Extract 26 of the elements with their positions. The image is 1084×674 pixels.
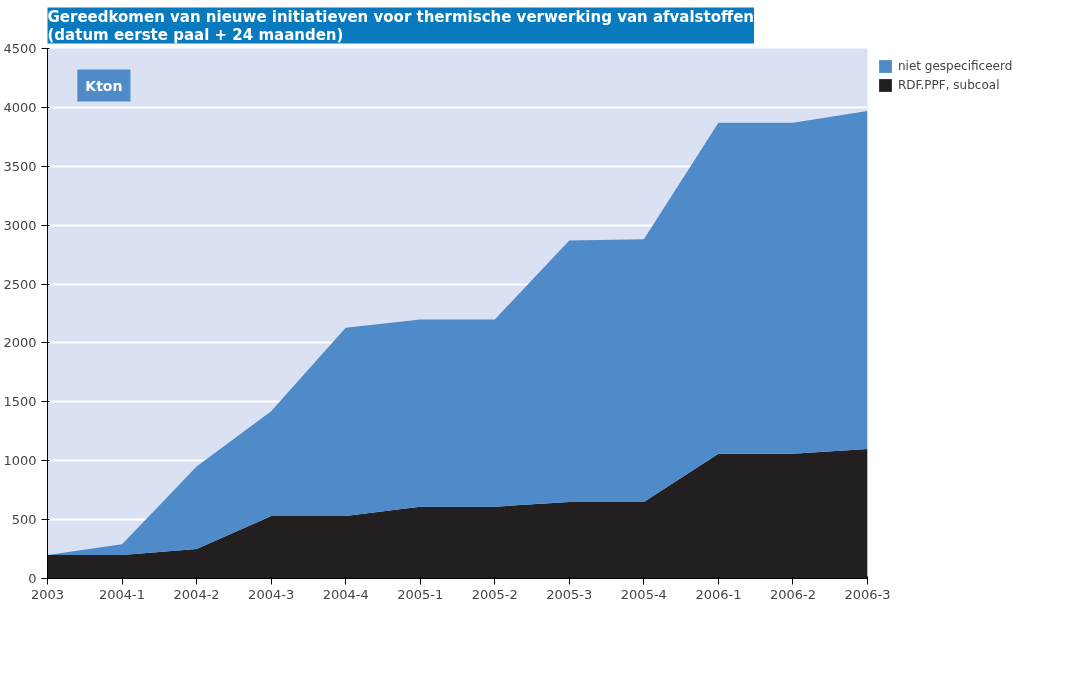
x-tick-label: 2006-3 xyxy=(844,586,891,602)
y-tick-label: 0 xyxy=(28,571,37,586)
y-tick-label: 1500 xyxy=(3,394,37,410)
x-tick-label: 2005-3 xyxy=(546,586,593,602)
x-tick-label: 2004-3 xyxy=(248,586,295,602)
y-tick-label: 500 xyxy=(11,512,37,528)
y-tick-label: 4500 xyxy=(3,41,37,56)
x-tick-label: 2004-4 xyxy=(322,586,369,602)
x-tick-label: 2005-4 xyxy=(620,586,667,602)
x-tick-label: 2006-2 xyxy=(769,586,816,602)
y-tick-label: 2000 xyxy=(3,335,37,351)
y-tick-label: 4000 xyxy=(3,99,37,115)
y-tick-label: 2500 xyxy=(3,276,37,292)
chart-title: Gereedkomen van nieuwe initiatieven voor thermische verwerking van afvalstoffen (datum eerste paal + 24 maanden) xyxy=(47,7,755,44)
x-tick-label: 2003 xyxy=(30,586,65,602)
x-tick-label: 2005-2 xyxy=(471,586,518,602)
legend-label: niet gespecificeerd xyxy=(898,59,1013,73)
annotation: Kton xyxy=(85,77,123,94)
legend-label: RDF.PPF, subcoal xyxy=(898,78,1000,92)
x-tick-label: 2006-1 xyxy=(695,586,742,602)
y-tick-label: 3500 xyxy=(3,158,37,174)
y-tick-label: 3000 xyxy=(3,217,37,233)
x-tick-label: 2005-1 xyxy=(397,586,444,602)
x-tick-label: 2004-2 xyxy=(173,586,220,602)
x-tick-label: 2004-1 xyxy=(99,586,146,602)
y-tick-label: 1000 xyxy=(3,453,37,469)
